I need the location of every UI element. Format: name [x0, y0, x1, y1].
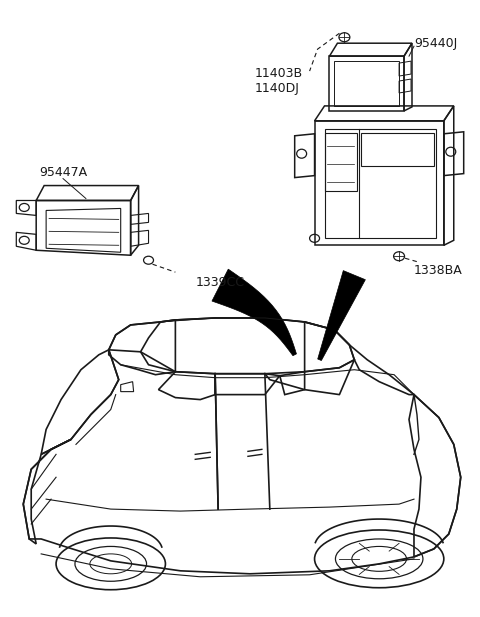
Text: 1338BA: 1338BA [414, 263, 463, 276]
Polygon shape [212, 269, 297, 355]
Text: 11403B: 11403B [255, 67, 303, 80]
Text: 1339CC: 1339CC [195, 276, 244, 289]
Text: 1140DJ: 1140DJ [255, 83, 300, 96]
Polygon shape [318, 271, 365, 360]
Text: 95447A: 95447A [39, 166, 87, 179]
Text: 95440J: 95440J [414, 36, 457, 50]
